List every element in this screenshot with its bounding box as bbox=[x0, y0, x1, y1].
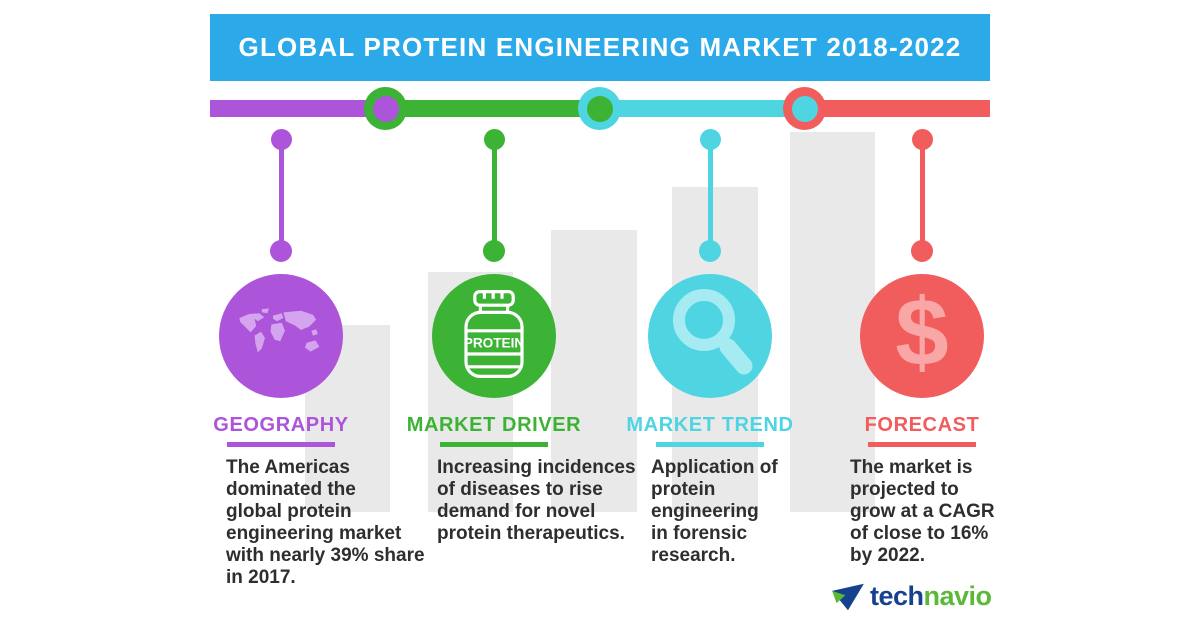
timeline-segment-green bbox=[386, 100, 600, 117]
geography-underline bbox=[227, 442, 335, 447]
logo-text-navio: navio bbox=[923, 581, 993, 611]
timeline-node-1-core bbox=[372, 95, 399, 122]
timeline-segment-cyan bbox=[600, 100, 805, 117]
market-driver-label: MARKET DRIVER bbox=[406, 414, 582, 436]
timeline-node-2-core bbox=[586, 95, 613, 122]
globe-icon bbox=[233, 306, 329, 367]
logo-text-tech: tech bbox=[870, 581, 924, 611]
stem-line bbox=[707, 140, 713, 252]
geography-circle bbox=[219, 274, 343, 398]
title-banner: GLOBAL PROTEIN ENGINEERING MARKET 2018-2… bbox=[210, 14, 990, 81]
stem-dot-top bbox=[270, 129, 292, 150]
market-trend-label: MARKET TREND bbox=[626, 414, 794, 436]
protein-jar-text: PROTEIN bbox=[464, 335, 524, 350]
forecast-description: The market is projected to grow at a CAG… bbox=[850, 457, 995, 566]
geography-label: GEOGRAPHY bbox=[213, 414, 349, 436]
stem-dot-bottom bbox=[483, 240, 505, 262]
market-driver-underline bbox=[440, 442, 548, 447]
market-driver-circle: PROTEIN bbox=[432, 274, 556, 398]
technavio-plane-icon bbox=[832, 583, 864, 610]
market-trend-circle bbox=[648, 274, 772, 398]
timeline-segment-purple bbox=[210, 100, 386, 117]
market-trend-underline bbox=[656, 442, 764, 447]
timeline-node-1 bbox=[364, 87, 407, 130]
timeline-node-3-core bbox=[791, 95, 818, 122]
timeline-node-2 bbox=[578, 87, 621, 130]
dollar-icon: $ bbox=[895, 279, 949, 386]
stem-dot-bottom bbox=[911, 240, 933, 262]
forecast-underline bbox=[868, 442, 976, 447]
geography-description: The Americas dominated the global protei… bbox=[226, 457, 425, 588]
page-title: GLOBAL PROTEIN ENGINEERING MARKET 2018-2… bbox=[238, 32, 962, 62]
protein-jar-icon: PROTEIN bbox=[454, 288, 534, 385]
market-trend-description: Application of protein engineering in fo… bbox=[651, 457, 778, 566]
stem-dot-top bbox=[911, 129, 933, 150]
forecast-circle: $ bbox=[860, 274, 984, 398]
timeline-segment-red bbox=[805, 100, 990, 117]
forecast-label: FORECAST bbox=[864, 414, 980, 436]
stem-line bbox=[919, 140, 925, 252]
background-bar-3 bbox=[551, 230, 637, 512]
magnifying-glass-icon bbox=[648, 272, 772, 401]
stem-line bbox=[278, 140, 284, 252]
stem-dot-top bbox=[483, 129, 505, 150]
timeline-node-3 bbox=[783, 87, 826, 130]
technavio-logo: tech navio bbox=[830, 581, 992, 612]
stem-dot-top bbox=[699, 129, 721, 150]
stem-dot-bottom bbox=[270, 240, 292, 262]
stem-line bbox=[491, 140, 497, 252]
stem-dot-bottom bbox=[699, 240, 721, 262]
market-driver-description: Increasing incidences of diseases to ris… bbox=[437, 457, 636, 544]
